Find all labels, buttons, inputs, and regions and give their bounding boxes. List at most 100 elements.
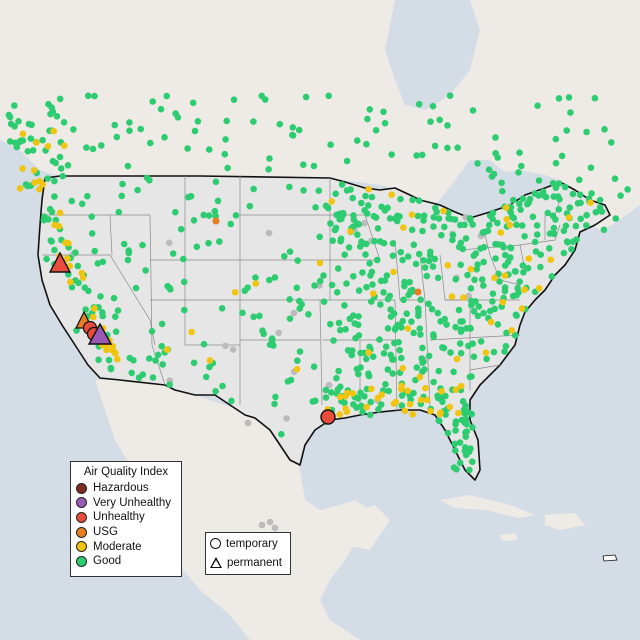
station-marker: [302, 93, 310, 101]
station-marker: [612, 215, 620, 222]
station-marker: [16, 185, 24, 192]
station-marker: [386, 215, 394, 222]
station-marker: [341, 302, 348, 309]
station-marker: [439, 393, 446, 401]
station-marker: [94, 260, 102, 267]
station-marker: [294, 357, 301, 365]
station-marker: [221, 150, 229, 158]
station-marker: [222, 136, 229, 143]
station-marker: [410, 241, 418, 249]
station-marker: [333, 374, 340, 382]
station-marker: [583, 211, 590, 219]
station-marker: [399, 256, 406, 264]
station-marker: [492, 255, 499, 262]
station-marker: [118, 192, 125, 200]
station-marker: [417, 296, 425, 304]
station-marker: [374, 394, 382, 402]
station-marker: [271, 524, 279, 532]
station-marker: [377, 301, 384, 308]
station-marker: [88, 213, 95, 220]
station-marker: [265, 229, 273, 237]
station-marker: [465, 342, 472, 350]
station-marker: [350, 273, 357, 280]
station-marker: [572, 222, 580, 230]
station-marker: [315, 187, 323, 194]
station-marker: [549, 179, 557, 187]
station-marker: [167, 286, 174, 293]
station-marker: [496, 278, 503, 285]
station-marker: [482, 349, 490, 357]
station-marker: [477, 245, 484, 252]
station-marker: [386, 292, 394, 300]
station-marker: [468, 373, 475, 380]
station-marker: [419, 151, 426, 159]
station-marker: [450, 368, 457, 376]
station-marker: [359, 408, 366, 416]
station-marker: [397, 385, 405, 393]
station-marker: [521, 233, 528, 240]
station-marker: [350, 212, 357, 219]
station-marker: [50, 127, 57, 135]
station-marker: [384, 204, 391, 212]
station-marker: [469, 424, 476, 431]
station-marker: [337, 326, 344, 334]
station-marker: [293, 365, 301, 373]
station-marker: [163, 346, 171, 354]
station-marker: [22, 181, 30, 188]
station-marker: [180, 255, 187, 263]
station-marker: [105, 356, 113, 364]
station-marker: [454, 144, 461, 151]
station-marker: [115, 208, 123, 216]
station-marker: [560, 249, 568, 257]
station-marker: [65, 239, 72, 247]
station-marker: [149, 374, 157, 381]
station-type-legend: temporary permanent: [205, 532, 291, 575]
station-marker: [327, 220, 334, 227]
station-marker: [246, 202, 254, 210]
station-marker: [159, 361, 166, 368]
station-marker: [369, 353, 377, 361]
station-marker: [587, 199, 594, 206]
legend-label: Unhealthy: [93, 511, 145, 524]
station-marker: [359, 269, 366, 276]
station-marker: [60, 119, 68, 126]
station-marker: [437, 409, 444, 416]
station-marker: [46, 205, 54, 213]
station-marker: [439, 398, 446, 406]
station-marker: [495, 241, 502, 248]
station-marker: [363, 210, 371, 217]
station-marker: [362, 192, 369, 200]
station-marker: [337, 235, 345, 243]
station-marker: [147, 139, 154, 147]
station-marker: [408, 318, 415, 326]
station-marker: [256, 312, 263, 320]
station-marker: [271, 400, 278, 408]
station-marker: [224, 164, 231, 172]
station-marker: [447, 349, 454, 356]
station-marker: [325, 381, 333, 389]
station-marker: [415, 197, 423, 204]
station-marker: [501, 272, 509, 279]
station-marker: [205, 239, 212, 247]
station-marker: [408, 211, 416, 218]
station-marker: [355, 287, 363, 294]
station-marker: [413, 364, 421, 371]
station-marker: [455, 243, 463, 251]
station-marker: [343, 157, 351, 165]
station-marker: [216, 238, 223, 245]
station-marker: [51, 221, 58, 229]
station-marker: [466, 466, 473, 474]
station-marker: [229, 346, 237, 353]
station-marker: [591, 94, 599, 102]
legend-label: USG: [93, 526, 118, 539]
station-marker: [396, 346, 404, 354]
station-marker: [502, 342, 510, 350]
station-marker: [29, 147, 37, 154]
station-marker: [487, 318, 495, 326]
station-marker: [480, 309, 487, 317]
station-marker: [434, 309, 442, 317]
station-marker: [327, 389, 335, 396]
station-marker: [425, 257, 433, 265]
station-marker: [444, 262, 452, 269]
legend-label: Hazardous: [93, 482, 149, 495]
